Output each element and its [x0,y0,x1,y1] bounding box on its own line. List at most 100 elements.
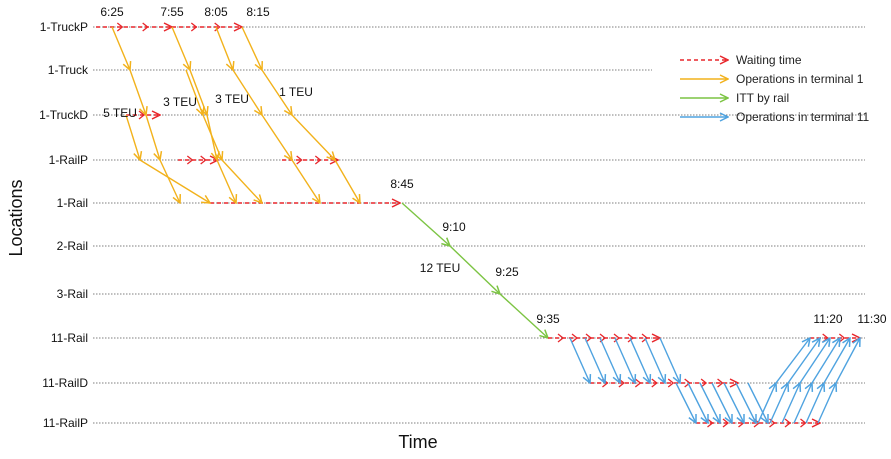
waiting-chevron [585,333,593,343]
terminal11-arrow [781,383,800,424]
location-label: 3-Rail [57,287,88,301]
terminal1-arrow [185,69,203,115]
waiting-chevron [684,378,691,388]
terminal1-arrow [215,26,233,70]
terminal1-arrow [232,69,262,115]
legend-waiting-label: Waiting time [736,53,802,67]
time-label: 8:15 [246,5,270,19]
time-label: 11:20 [813,312,842,326]
x-axis-title: Time [398,432,437,452]
terminal11-arrow [723,382,744,423]
teu-label: 5 TEU [103,106,137,120]
terminal11-arrow [835,338,860,384]
terminal11-arrow [805,383,824,424]
location-label: 1-TruckD [39,108,88,122]
waiting-chevron [700,378,708,388]
terminal1-arrow [129,69,146,115]
terminal11-arrow [757,383,776,424]
terminal11-arrow [775,338,810,384]
terminal11-arrow [644,337,665,383]
terminal11-arrow [817,383,836,424]
terminal11-arrow [699,382,720,423]
terminal1-arrow [111,26,130,70]
waiting-chevron [142,22,149,32]
legend: Waiting time Operations in terminal 1 ITT … [680,53,870,124]
terminal1-arrow [159,159,180,203]
terminal11-arrow [711,382,732,423]
waiting-chevron [314,155,322,165]
itt-arrow [499,293,548,338]
terminal11-arrow [769,383,788,424]
annotation-labels: 6:25 7:55 8:05 8:15 8:45 9:10 9:25 9:35 11:20 11:… [100,5,887,326]
location-gridlines [93,26,865,424]
time-label: 9:10 [442,220,466,234]
terminal11-arrow [787,338,820,384]
terminal11-arrow [735,382,756,423]
flow-arrows [96,23,860,427]
waiting-chevron [627,333,635,343]
legend-terminal1-label: Operations in terminal 1 [736,72,864,86]
terminal11-arrow [569,337,590,383]
location-label: 1-Rail [57,196,88,210]
waiting-chevron [641,333,649,343]
time-label: 8:05 [204,5,228,19]
terminal11-arrow [747,382,768,423]
terminal1-arrow [261,69,292,115]
waiting-chevron [800,418,807,428]
itt-arrow [401,202,450,246]
y-axis-title: Locations [6,179,26,256]
location-label: 1-Truck [48,63,89,77]
terminal1-arrow [125,114,140,160]
time-label: 6:25 [100,5,124,19]
time-label: 7:55 [160,5,184,19]
teu-label: 3 TEU [215,92,249,106]
legend-terminal11-label: Operations in terminal 11 [736,110,870,124]
terminal11-arrow [599,337,620,383]
location-label: 1-TruckP [40,20,88,34]
terminal11-arrow [675,382,696,423]
teu-label: 1 TEU [279,85,313,99]
location-labels: 1-TruckP 1-Truck 1-TruckD 1-RailP 1-Rail 2-Ra… [39,20,89,430]
terminal1-arrow [261,114,292,160]
terminal11-arrow [793,383,812,424]
time-label: 11:30 [857,312,886,326]
time-label: 9:35 [536,312,560,326]
teu-label: 3 TEU [163,95,197,109]
time-label: 9:25 [495,265,519,279]
terminal1-arrow [202,114,222,160]
waiting-chevron [116,22,124,32]
terminal1-arrow [221,159,262,203]
location-label: 11-RailD [42,376,88,390]
terminal11-arrow [823,338,850,384]
terminal11-arrow [811,338,840,384]
waiting-chevron [296,155,303,165]
terminal1-arrow [291,159,320,203]
terminal11-arrow [687,382,708,423]
location-label: 2-Rail [57,239,88,253]
legend-itt-label: ITT by rail [736,91,789,105]
waiting-chevron [186,155,194,165]
terminal1-arrow [171,26,190,70]
teu-label: 12 TEU [420,261,460,275]
location-label: 11-RailP [43,416,88,430]
terminal11-arrow [629,337,650,383]
terminal1-arrow [145,114,160,160]
waiting-chevron [200,155,207,165]
waiting-chevron [634,378,642,388]
terminal11-arrow [799,338,830,384]
terminal1-arrow [216,159,236,203]
waiting-chevron [717,378,724,388]
terminal1-arrow [139,159,210,203]
itt-arrow [449,245,500,294]
terminal11-arrow [614,337,635,383]
location-label: 11-Rail [51,331,88,345]
terminal11-arrow [659,337,680,383]
terminal1-arrow [241,26,262,70]
waiting-chevron [784,418,792,428]
terminal1-arrow [291,114,335,160]
waiting-chevron [557,333,565,343]
waiting-chevron [651,378,658,388]
waiting-chevron [571,333,579,343]
location-label: 1-RailP [49,153,88,167]
